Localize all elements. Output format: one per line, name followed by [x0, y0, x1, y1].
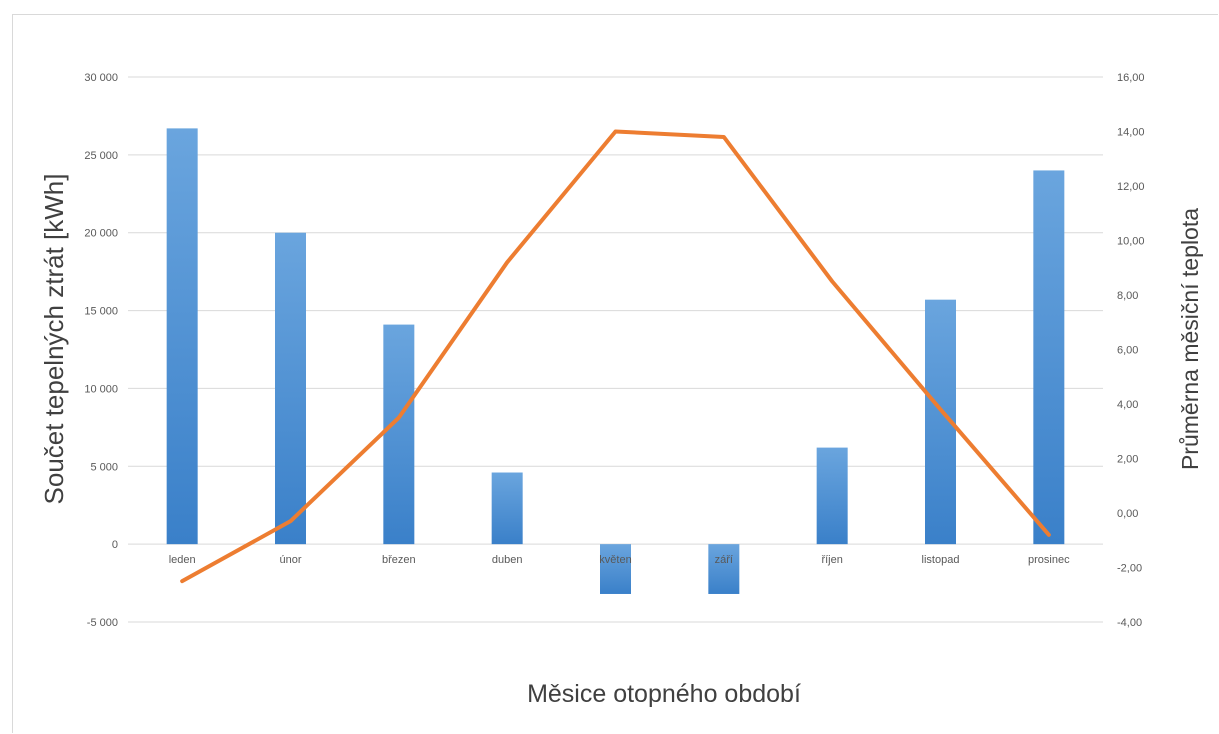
y-tick-label: -5 000	[87, 617, 118, 629]
gridlines	[128, 76, 1103, 623]
y2-tick-label: 16,00	[1117, 72, 1145, 84]
y-tick-label: 10 000	[84, 383, 118, 395]
y2-tick-label: 8,00	[1117, 290, 1138, 302]
bar-květen	[600, 544, 631, 594]
category-label: únor	[279, 554, 301, 566]
category-label: prosinec	[1028, 554, 1070, 566]
left-axis-ticks: -5 000 0 5 000 10 000 15 000 20 000 25 000 30 0…	[84, 72, 118, 629]
y-axis-title: Součet tepelných ztrát [kWh]	[39, 174, 69, 505]
category-label: leden	[169, 554, 196, 566]
category-label: duben	[492, 554, 523, 566]
category-label: březen	[382, 554, 416, 566]
bar-prosinec	[1033, 170, 1065, 545]
category-label: říjen	[821, 554, 842, 566]
bar-duben	[491, 472, 523, 545]
y-tick-label: 25 000	[84, 150, 118, 162]
y2-tick-label: -2,00	[1117, 563, 1142, 575]
y-tick-label: 30 000	[84, 72, 118, 84]
y2-tick-label: 4,00	[1117, 399, 1138, 411]
bar-září	[708, 544, 740, 594]
bar-březen	[383, 324, 415, 545]
y2-tick-label: 6,00	[1117, 345, 1138, 357]
bar-únor	[275, 232, 306, 545]
bar-series	[166, 128, 1065, 594]
category-label: září	[715, 554, 733, 566]
y2-tick-label: 12,00	[1117, 181, 1145, 193]
y2-tick-label: 2,00	[1117, 454, 1138, 466]
right-axis-ticks: -4,00 -2,00 0,00 2,00 4,00 6,00 8,00 10,00 12,00…	[1117, 72, 1145, 629]
y-tick-label: 15 000	[84, 306, 118, 318]
chart-frame	[12, 14, 1218, 733]
y-tick-label: 0	[112, 539, 118, 551]
x-axis-title: Měsice otopného období	[527, 680, 801, 708]
line-series	[180, 129, 1051, 584]
category-label: květen	[599, 554, 631, 566]
y-tick-label: 5 000	[90, 461, 118, 473]
bar-říjen	[816, 447, 848, 545]
y2-tick-label: 10,00	[1117, 236, 1145, 248]
category-labels: leden únor březen duben květen září říjen listo…	[169, 554, 1070, 566]
category-label: listopad	[922, 554, 960, 566]
y-tick-label: 20 000	[84, 228, 118, 240]
y2-tick-label: 0,00	[1117, 508, 1138, 520]
y2-axis-title: Průměrna měsiční teplota	[1177, 208, 1203, 470]
y2-tick-label: -4,00	[1117, 617, 1142, 629]
y2-tick-label: 14,00	[1117, 127, 1145, 139]
temperature-line	[180, 129, 1051, 584]
bar-leden	[166, 128, 198, 545]
